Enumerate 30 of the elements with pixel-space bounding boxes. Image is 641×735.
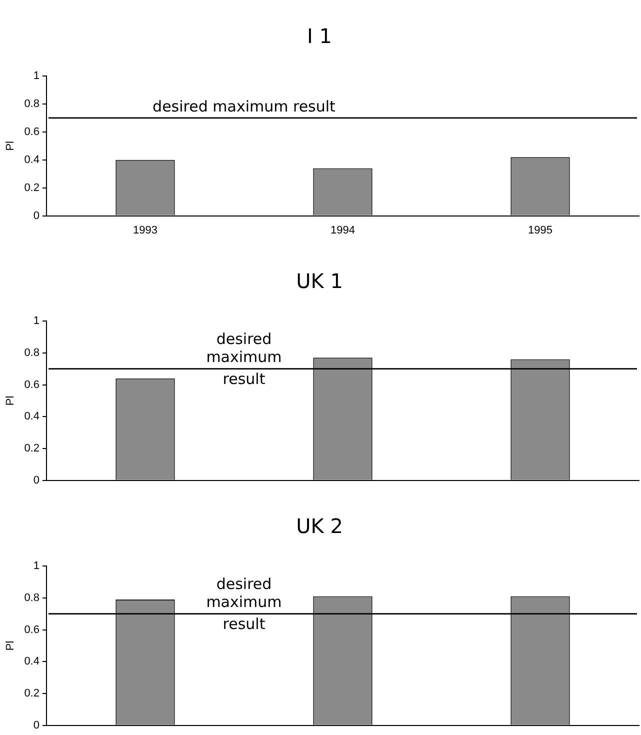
y-tick-label: 1: [33, 315, 40, 328]
x-tick-label: 1994: [330, 224, 355, 236]
y-tick-label: 0: [33, 719, 40, 732]
y-tick-label: 1: [33, 70, 40, 82]
y-tick-label: 0.2: [24, 688, 40, 700]
y-tick-label: 0.6: [24, 126, 40, 138]
ref-line-label: desired maximum result: [206, 575, 282, 634]
y-tick-label: 0.4: [24, 154, 40, 166]
y-axis-title: Pl: [4, 396, 17, 406]
y-axis-title: Pl: [4, 640, 17, 651]
y-tick-label: 0.4: [24, 410, 40, 423]
y-tick-label: 0.2: [24, 182, 40, 194]
chart-title: I 1: [307, 24, 332, 48]
y-tick-label: 0.2: [24, 442, 40, 455]
y-tick-label: 0.4: [24, 656, 40, 668]
ref-line-label: desired maximum result: [206, 330, 282, 388]
ref-line-label: desired maximum result: [152, 97, 336, 116]
y-tick-label: 0.8: [24, 346, 40, 359]
y-tick-label: 0.8: [24, 98, 40, 110]
x-tick-label: 1995: [528, 224, 552, 236]
x-tick-label: 1993: [133, 224, 158, 236]
y-axis-title: Pl: [4, 141, 17, 151]
y-tick-label: 0: [33, 474, 40, 486]
chart-title: UK 2: [296, 514, 343, 538]
y-tick-label: 0.6: [24, 378, 40, 391]
chart-title: UK 1: [296, 269, 343, 294]
y-tick-label: 0.8: [24, 592, 40, 604]
y-tick-label: 0: [33, 210, 40, 222]
y-tick-label: 1: [33, 560, 40, 572]
y-tick-label: 0.6: [24, 624, 40, 636]
